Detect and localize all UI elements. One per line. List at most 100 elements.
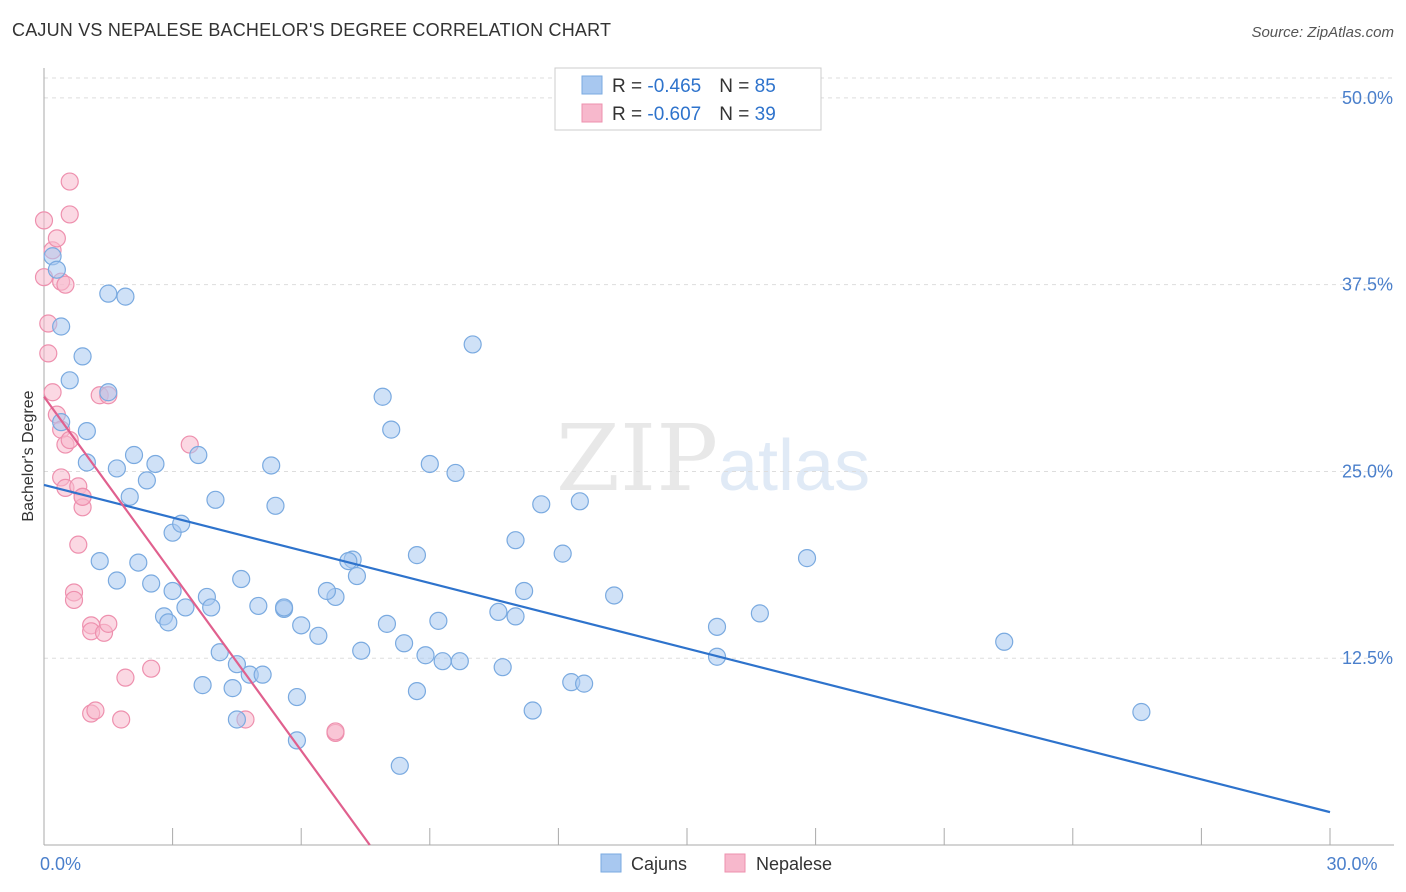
cajuns-point: [523, 701, 542, 720]
cajuns-point: [352, 641, 371, 660]
cajuns-point: [570, 492, 589, 511]
legend-nepalese-r-label: R =: [612, 104, 647, 125]
cajuns-point: [253, 665, 272, 684]
cajuns-point: [390, 756, 409, 775]
cajuns-point: [407, 681, 427, 701]
cajuns-point: [506, 607, 525, 626]
cajuns-point: [232, 569, 251, 589]
bottom-legend-label-cajuns: Cajuns: [631, 854, 687, 874]
cajuns-point: [287, 731, 307, 750]
nepalese-point: [112, 710, 131, 729]
cajuns-point: [382, 420, 401, 439]
cajuns-point: [129, 553, 148, 572]
y-tick-label: 37.5%: [1342, 275, 1393, 295]
nepalese-point: [99, 614, 118, 633]
x-tick-label: 0.0%: [40, 854, 81, 874]
cajuns-point: [394, 634, 414, 653]
bottom-legend-swatch-cajuns: [600, 853, 622, 873]
cajuns-point: [605, 586, 624, 605]
cajuns-point: [274, 598, 294, 617]
cajuns-point: [116, 287, 135, 306]
cajuns-point: [446, 463, 465, 483]
legend-swatch-nepalese: [581, 103, 603, 123]
cajuns-point: [373, 387, 392, 406]
nepalese-point: [34, 211, 54, 230]
legend-cajuns-r-value: -0.465: [647, 76, 701, 97]
trend-lines: [43, 396, 1331, 846]
legend-nepalese-r-value: -0.607: [647, 104, 701, 125]
nepalese-point: [64, 590, 84, 610]
series-legend: Cajuns Nepalese: [600, 853, 832, 874]
gridlines: [44, 77, 1394, 659]
cajuns-point: [416, 646, 435, 665]
cajuns-point: [515, 581, 534, 601]
legend-nepalese-n-value: 39: [755, 104, 776, 125]
nepalese-point: [326, 722, 345, 741]
cajuns-point: [489, 602, 508, 622]
cajuns-point: [223, 679, 242, 698]
series-cajuns-points: [43, 247, 1151, 775]
trend-line-cajuns: [43, 483, 1331, 814]
cajuns-point: [707, 617, 727, 636]
cajuns-point: [137, 471, 156, 490]
cajuns-point: [420, 454, 439, 474]
cajuns-point: [262, 456, 281, 475]
cajuns-point: [575, 674, 594, 693]
watermark-atlas: atlas: [718, 426, 870, 506]
cajuns-point: [99, 284, 118, 303]
cajuns-point: [47, 260, 66, 279]
y-axis-label: Bachelor's Degree: [20, 390, 37, 521]
y-tick-label: 25.0%: [1342, 461, 1393, 481]
cajuns-point: [317, 581, 337, 601]
legend-swatch-cajuns: [581, 75, 603, 95]
axes: [43, 68, 1394, 846]
cajuns-point: [73, 347, 92, 366]
cajuns-point: [99, 383, 118, 402]
nepalese-point: [47, 229, 66, 248]
cajuns-point: [797, 549, 817, 568]
cajuns-point: [206, 490, 225, 509]
cajuns-point: [249, 596, 268, 616]
bottom-legend-label-nepalese: Nepalese: [756, 854, 832, 874]
nepalese-point: [60, 205, 79, 224]
nepalese-point: [142, 659, 161, 678]
cajuns-point: [60, 371, 79, 390]
cajuns-point: [90, 551, 109, 571]
trend-line-nepalese: [43, 396, 371, 846]
y-tick-label: 12.5%: [1342, 648, 1393, 668]
legend-cajuns-n-value: 85: [755, 76, 776, 97]
cajuns-point: [107, 571, 126, 590]
cajuns-point: [407, 546, 427, 565]
y-tick-label: 50.0%: [1342, 88, 1393, 108]
correlation-legend: R = -0.465 N = 85 R = -0.607 N = 39: [554, 67, 822, 131]
cajuns-point: [347, 566, 367, 586]
cajuns-point: [1132, 702, 1151, 722]
series-nepalese-points: [34, 172, 345, 743]
source-label: Source: ZipAtlas.com: [1251, 24, 1394, 41]
cajuns-point: [493, 658, 512, 677]
x-tick-labels: 0.0% 30.0%: [40, 854, 1378, 874]
legend-nepalese-n-label: N =: [719, 104, 754, 125]
cajuns-point: [107, 459, 126, 478]
cajuns-point: [309, 626, 328, 645]
cajuns-point: [202, 598, 221, 617]
legend-cajuns-n-label: N =: [719, 76, 754, 97]
cajuns-point: [266, 496, 285, 515]
x-tick-label: 30.0%: [1326, 854, 1377, 874]
cajuns-point: [227, 710, 246, 729]
cajuns-point: [124, 445, 144, 465]
cajuns-point: [292, 616, 311, 635]
legend-nepalese-stats: R = -0.607 N = 39: [612, 104, 776, 125]
cajuns-point: [377, 614, 397, 633]
legend-cajuns-stats: R = -0.465 N = 85: [612, 76, 776, 97]
nepalese-point: [86, 701, 105, 720]
cajuns-point: [463, 335, 482, 354]
cajuns-point: [429, 611, 448, 630]
cajuns-point: [142, 574, 161, 593]
cajuns-point: [287, 687, 307, 707]
cajuns-point: [77, 421, 96, 441]
cajuns-point: [433, 652, 452, 671]
watermark: ZIP atlas: [556, 405, 870, 512]
cajuns-point: [506, 531, 525, 550]
